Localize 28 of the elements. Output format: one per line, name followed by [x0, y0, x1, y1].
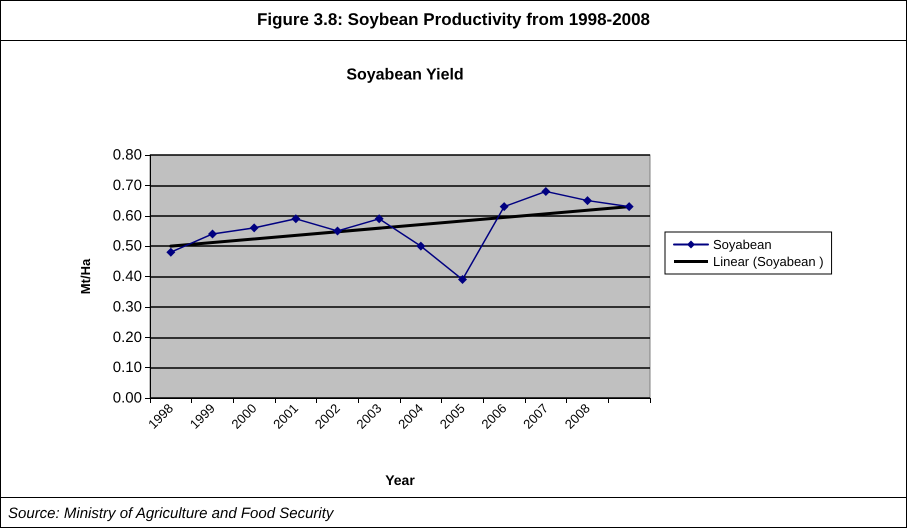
- point: [374, 214, 384, 224]
- point: [250, 223, 259, 232]
- y-tick-label: 0.20: [112, 328, 142, 346]
- chart-title: Figure 3.8: Soybean Productivity from 1998-2008: [0, 0, 907, 41]
- y-tick-label: 0.70: [112, 176, 142, 194]
- chart-subtitle: Soyabean Yield: [346, 66, 464, 84]
- y-tick-label: 0.10: [112, 359, 142, 376]
- y-tick-label: 0.80: [112, 146, 142, 164]
- y-tick-label: 0.30: [112, 298, 142, 316]
- point: [333, 226, 342, 236]
- point: [166, 248, 176, 257]
- y-tick-label: 0.50: [112, 238, 142, 255]
- y-tick-label: 0.60: [112, 207, 142, 224]
- point: [500, 202, 509, 212]
- y-tick-label: 0.40: [112, 268, 142, 285]
- point: [541, 186, 550, 196]
- legend-label: Linear (Soyabean ): [713, 254, 824, 269]
- legend-label: Soyabean: [713, 237, 772, 252]
- y-tick-label: 0.00: [112, 390, 142, 406]
- y-axis-title: Mt/Ha: [78, 258, 93, 294]
- point: [416, 242, 426, 251]
- x-axis-title: Year: [385, 472, 416, 488]
- point: [583, 196, 592, 206]
- point: [208, 229, 217, 238]
- point: [624, 202, 634, 212]
- point: [458, 275, 467, 284]
- point: [291, 214, 300, 224]
- source-note: Source: Ministry of Agriculture and Food Security: [8, 505, 334, 522]
